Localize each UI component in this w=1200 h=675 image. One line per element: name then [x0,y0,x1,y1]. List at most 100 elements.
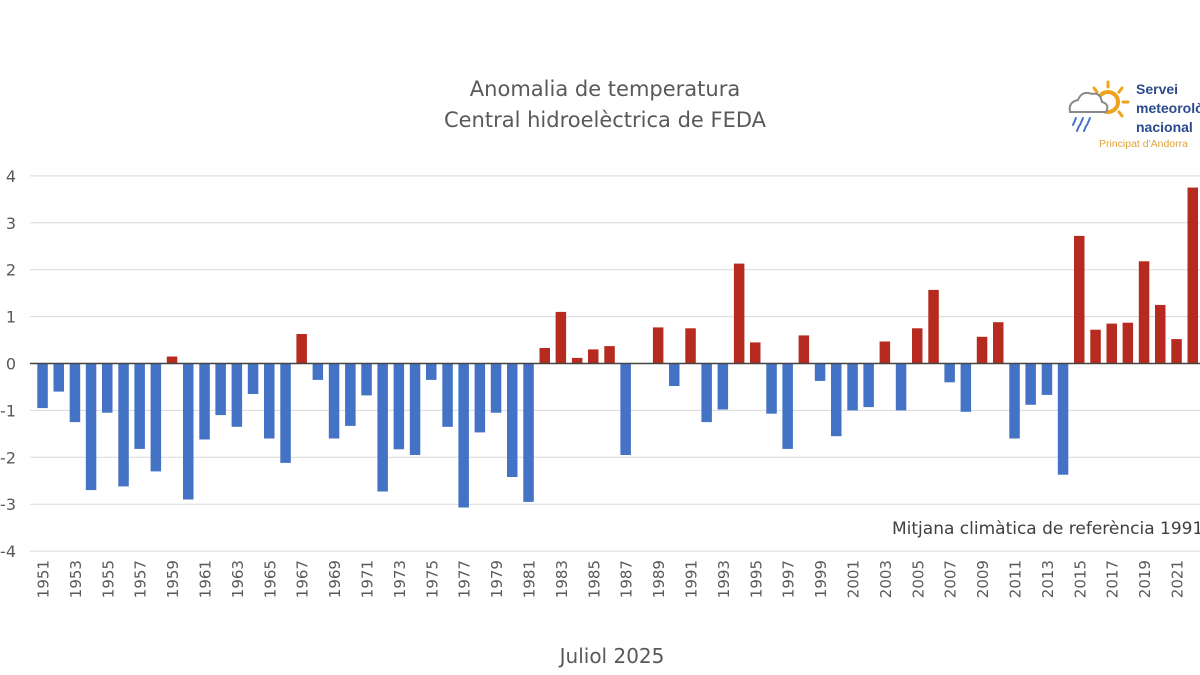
bar-2004 [895,363,907,411]
sun-cloud-rain-icon [1068,80,1130,132]
bar-2013 [1041,363,1053,395]
bar-1973 [393,363,405,450]
bar-1956 [118,363,129,487]
bar-1997 [782,363,793,449]
x-axis-ticks: 1951 1953 1955 1957 1959 1961 1963 1965 1967 1969… [35,560,1187,598]
bar-1972 [377,363,388,492]
x-tick-label: 2001 [845,560,863,598]
bar-1964 [247,363,259,394]
bar-1959 [166,356,178,364]
x-tick-label: 1989 [650,560,668,598]
bar-2011 [1009,363,1020,439]
x-tick-label: 2021 [1169,560,1187,598]
bar-2007 [944,363,955,383]
y-tick-label: 1 [6,308,16,327]
x-tick-label: 1965 [261,560,279,598]
bar-1952 [53,363,64,392]
x-tick-label: 1977 [456,560,474,598]
bar-1961 [199,363,210,440]
x-tick-label: 1985 [585,560,603,598]
bar-1991 [685,328,696,364]
bar-1980 [507,363,518,477]
bar-1962 [215,363,226,416]
y-tick-label: 3 [6,214,16,233]
bar-1969 [328,363,340,439]
bar-2001 [847,363,858,411]
x-tick-label: 1967 [294,560,312,598]
bar-1995 [750,342,761,364]
x-tick-label: 1957 [132,560,150,598]
bar-1968 [312,363,324,380]
x-tick-label: 1991 [683,560,701,598]
bar-1984 [571,357,583,364]
bar-1987 [620,363,631,455]
bar-2015 [1074,235,1085,364]
y-tick-label: 2 [6,261,16,280]
bar-1985 [588,349,599,364]
x-tick-label: 1993 [715,560,733,598]
bar-2010 [993,322,1004,364]
bar-2002 [863,363,874,408]
x-tick-label: 2017 [1104,560,1122,598]
logo-subtitle: Principat d'Andorra [1099,138,1188,150]
x-tick-label: 1979 [488,560,506,598]
bar-1965 [264,363,275,439]
y-tick-label: 0 [6,355,16,374]
bar-2012 [1025,363,1036,405]
x-tick-label: 2005 [909,560,927,598]
bar-2017 [1106,323,1117,364]
bar-1967 [296,334,307,364]
chart-subtitle: Central hidroelèctrica de FEDA [444,108,767,132]
x-tick-label: 2013 [1039,560,1057,598]
x-tick-label: 1995 [747,560,765,598]
bar-1993 [717,363,729,410]
bar-2018 [1122,322,1134,364]
x-tick-label: 1973 [391,560,409,598]
x-tick-label: 2011 [1007,560,1025,598]
bar-1990 [669,363,680,386]
bar-2020 [1155,304,1166,364]
bar-1955 [102,363,113,413]
logo: Servei meteorològic nacional Principat d… [1064,78,1200,158]
x-tick-label: 1953 [67,560,85,598]
bar-2008 [960,363,972,412]
bar-1992 [701,363,712,423]
y-tick-label: -2 [0,448,16,467]
x-tick-label: 1955 [99,560,117,598]
bar-2005 [912,328,923,364]
x-tick-label: 1971 [359,560,377,598]
bar-1957 [134,363,145,449]
y-tick-label: -1 [0,401,16,420]
x-tick-label: 1997 [780,560,798,598]
bar-1970 [345,363,356,426]
bar-1974 [409,363,421,455]
bar-1958 [150,363,162,472]
bars [37,187,1198,508]
bar-1963 [231,363,243,427]
bar-1994 [733,263,745,364]
bar-2009 [976,336,988,364]
chart-title: Anomalia de temperatura [470,77,740,101]
bar-1986 [604,346,615,364]
bar-2006 [928,289,939,364]
bar-1981 [523,363,534,502]
x-tick-label: 2015 [1071,560,1089,598]
bar-1971 [361,363,372,396]
bar-2003 [879,341,891,364]
x-tick-label: 1975 [423,560,441,598]
x-tick-label: 1969 [326,560,344,598]
bar-1976 [442,363,453,427]
x-tick-label: 2003 [877,560,895,598]
x-tick-label: 1951 [35,560,53,598]
x-tick-label: 1983 [553,560,571,598]
bar-1982 [539,348,550,364]
y-tick-label: -4 [0,542,16,561]
bar-2022 [1187,187,1198,364]
y-tick-label: -3 [0,495,16,514]
x-tick-label: 2009 [974,560,992,598]
logo-name: Servei meteorològic nacional [1136,81,1200,135]
bar-1953 [69,363,81,423]
x-tick-label: 1963 [229,560,247,598]
x-tick-label: 1961 [197,560,215,598]
